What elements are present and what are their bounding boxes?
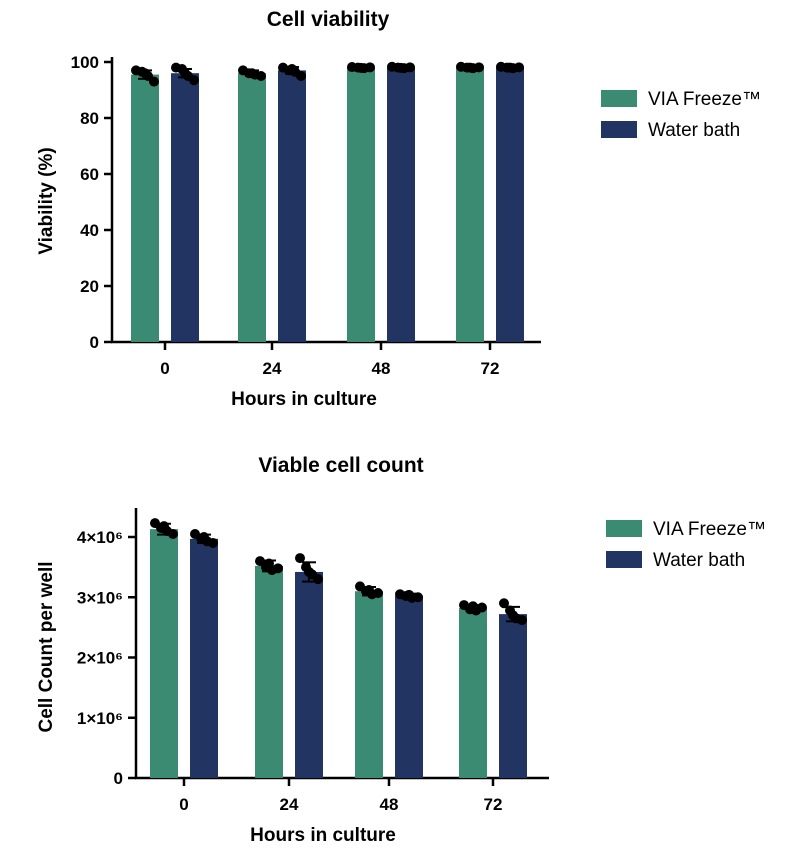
data-point-water-bath [514, 62, 524, 73]
data-point-water-bath [180, 68, 190, 79]
data-point-via-freeze [273, 563, 283, 574]
data-points [150, 518, 527, 626]
y-tick-label: 1×10⁶ [77, 709, 123, 728]
x-ticks: 0 24 48 72 [160, 342, 499, 378]
data-points [131, 61, 524, 87]
data-point-water-bath [313, 574, 323, 585]
bar-water-bath [499, 614, 527, 778]
x-tick-label: 72 [484, 795, 503, 814]
x-tick-label: 0 [179, 795, 188, 814]
data-point-water-bath [296, 71, 306, 81]
x-tick-label: 0 [160, 359, 169, 378]
data-point-via-freeze [247, 68, 257, 79]
viability-chart: Cell viability Viability (%) Hours in cu… [36, 8, 761, 410]
data-point-water-bath [295, 553, 305, 564]
bar-water-bath [278, 70, 306, 343]
x-ticks: 0 24 48 72 [179, 778, 502, 814]
y-tick-label: 80 [80, 109, 99, 128]
data-point-via-freeze [468, 601, 478, 612]
legend-swatch-via-freeze [606, 520, 642, 537]
bar-via-freeze [459, 608, 487, 778]
y-tick-label: 40 [80, 221, 99, 240]
bar-via-freeze [150, 529, 178, 778]
legend-swatch-via-freeze [601, 90, 637, 107]
y-tick-label: 3×10⁶ [77, 588, 123, 607]
y-axis-label: Cell Count per well [36, 561, 57, 732]
data-point-via-freeze [168, 528, 178, 539]
data-point-water-bath [413, 592, 423, 603]
legend-label-via-freeze: VIA Freeze™ [653, 519, 766, 540]
data-point-water-bath [208, 538, 218, 549]
y-tick-label: 0 [90, 333, 99, 352]
bars [150, 529, 527, 778]
bar-water-bath [387, 67, 415, 342]
legend-label-water-bath: Water bath [648, 120, 740, 141]
bars [131, 67, 524, 343]
data-point-water-bath [517, 615, 527, 626]
data-point-water-bath [287, 64, 297, 74]
x-tick-label: 48 [380, 795, 399, 814]
bar-via-freeze [456, 67, 484, 342]
y-tick-label: 100 [71, 53, 99, 72]
data-point-water-bath [404, 589, 414, 600]
x-tick-label: 72 [481, 359, 500, 378]
data-point-via-freeze [365, 62, 375, 73]
data-point-via-freeze [264, 558, 274, 569]
bar-water-bath [295, 571, 323, 778]
bar-via-freeze [255, 565, 283, 778]
y-tick-label: 4×10⁶ [77, 528, 123, 547]
legend-label-via-freeze: VIA Freeze™ [648, 89, 761, 110]
bar-via-freeze [131, 74, 159, 342]
y-tick-label: 2×10⁶ [77, 649, 123, 668]
legend-label-water-bath: Water bath [653, 550, 745, 571]
x-tick-label: 24 [280, 795, 299, 814]
data-point-via-freeze [149, 76, 159, 87]
y-ticks: 0 20 40 60 80 100 [71, 53, 112, 352]
y-tick-label: 20 [80, 277, 99, 296]
data-point-water-bath [508, 610, 518, 621]
y-axis-label: Viability (%) [36, 147, 57, 254]
data-point-via-freeze [465, 62, 475, 73]
data-point-water-bath [396, 62, 406, 73]
data-point-via-freeze [474, 62, 484, 73]
data-point-via-freeze [373, 588, 383, 599]
y-tick-label: 60 [80, 165, 99, 184]
data-point-via-freeze [364, 585, 374, 596]
chart-title: Cell viability [267, 8, 390, 31]
legend: VIA Freeze™ Water bath [606, 519, 766, 571]
data-point-water-bath [499, 598, 509, 609]
data-point-water-bath [405, 62, 415, 73]
data-point-water-bath [199, 532, 209, 542]
bar-water-bath [496, 67, 524, 342]
x-tick-label: 48 [372, 359, 391, 378]
legend: VIA Freeze™ Water bath [601, 89, 761, 141]
data-point-water-bath [505, 62, 515, 73]
bar-water-bath [171, 73, 199, 342]
bar-via-freeze [355, 591, 383, 778]
legend-swatch-water-bath [606, 551, 642, 568]
data-point-water-bath [189, 75, 199, 86]
y-ticks: 0 1×10⁶ 2×10⁶ 3×10⁶ 4×10⁶ [77, 528, 136, 788]
data-point-water-bath [304, 566, 314, 577]
bar-via-freeze [238, 73, 266, 342]
data-point-via-freeze [256, 71, 266, 81]
data-point-via-freeze [140, 68, 150, 79]
legend-swatch-water-bath [601, 121, 637, 138]
x-axis-label: Hours in culture [250, 825, 396, 846]
bar-via-freeze [347, 67, 375, 342]
data-point-via-freeze [356, 62, 366, 73]
y-tick-label: 0 [114, 769, 123, 788]
data-point-via-freeze [477, 602, 487, 613]
bar-water-bath [190, 538, 218, 778]
chart-title: Viable cell count [258, 454, 423, 477]
x-axis-label: Hours in culture [231, 389, 377, 410]
bar-water-bath [395, 596, 423, 778]
cell-count-chart: Viable cell count Cell Count per well Ho… [36, 454, 766, 846]
data-point-via-freeze [159, 521, 169, 532]
x-tick-label: 24 [263, 359, 282, 378]
